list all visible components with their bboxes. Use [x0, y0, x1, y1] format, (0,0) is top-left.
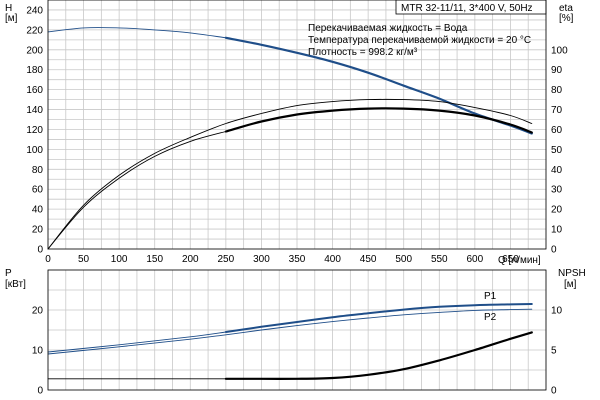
x-tick-label: 200: [182, 254, 199, 265]
left-tick-label: 160: [26, 85, 43, 96]
left-tick-label: 20: [32, 306, 44, 317]
x-tick-label: 50: [78, 254, 90, 265]
curves: [47, 27, 533, 380]
x-tick-label: 0: [45, 254, 51, 265]
power-axis-label: P: [5, 268, 12, 279]
lower-grid: [47, 269, 547, 391]
right-tick-label: 10: [551, 225, 563, 236]
x-tick-label: 550: [431, 254, 448, 265]
left-tick-label: 200: [26, 45, 43, 56]
x-tick-label: 450: [360, 254, 377, 265]
series-label-p2: P2: [484, 312, 497, 323]
left-tick-label: 60: [32, 185, 44, 196]
left-tick-label: 140: [26, 105, 43, 116]
left-tick-label: 20: [32, 225, 44, 236]
left-tick-label: 100: [26, 145, 43, 156]
series-line-1-1: [224, 303, 533, 333]
left-tick-label: 10: [32, 346, 44, 357]
right-tick-label: 0: [551, 245, 557, 256]
right-tick-label: 30: [551, 185, 563, 196]
x-tick-label: 300: [253, 254, 270, 265]
series-line-1-4: [224, 331, 533, 380]
right-tick-label: 10: [551, 306, 563, 317]
left-tick-label: 80: [32, 165, 44, 176]
x-tick-label: 250: [218, 254, 235, 265]
x-tick-label: 150: [146, 254, 163, 265]
series-line-0-2: [47, 98, 533, 250]
series-line-1-0: [47, 331, 227, 353]
series-line-0-4: [224, 107, 533, 134]
left-tick-label: 120: [26, 125, 43, 136]
left-tick-label: 220: [26, 25, 43, 36]
x-tick-label: 650: [502, 254, 519, 265]
series-line-0-3: [47, 131, 227, 250]
left-tick-label: 0: [37, 245, 43, 256]
right-tick-label: 5: [551, 346, 557, 357]
series-line-0-0: [47, 27, 227, 39]
x-tick-label: 100: [111, 254, 128, 265]
x-tick-label: 500: [395, 254, 412, 265]
x-tick-label: 600: [467, 254, 484, 265]
x-tick-label: 350: [289, 254, 306, 265]
left-tick-label: 240: [26, 5, 43, 16]
info-line-density: Плотность = 998.2 кг/м³: [308, 47, 418, 58]
power-axis-unit: [кВт]: [5, 279, 26, 290]
right-tick-label: 80: [551, 85, 563, 96]
info-line-fluid: Перекачиваемая жидкость = Вода: [308, 23, 468, 34]
eta-axis-unit: [%]: [559, 13, 574, 24]
head-axis-unit: [м]: [5, 13, 18, 24]
right-tick-label: 0: [551, 386, 557, 397]
right-tick-label: 90: [551, 65, 563, 76]
header-text: MTR 32-11/11, 3*400 V, 50Hz: [401, 3, 533, 14]
left-tick-label: 180: [26, 65, 43, 76]
tick-labels: 0 50 100 150 200 250 300 350 400 450 500 550 600 6500…: [26, 5, 568, 396]
series-label-p1: P1: [484, 291, 497, 302]
head-axis-label: H: [5, 3, 12, 14]
series-line-1-2: [47, 308, 533, 355]
x-tick-label: 400: [324, 254, 341, 265]
right-tick-label: 20: [551, 205, 563, 216]
right-tick-label: 70: [551, 105, 563, 116]
right-tick-label: 50: [551, 145, 563, 156]
left-tick-label: 0: [37, 386, 43, 397]
left-tick-label: 40: [32, 205, 44, 216]
flow-axis-label: Q [л/мин]: [498, 255, 541, 266]
eta-axis-label: eta: [559, 3, 573, 14]
lower-plot-frame: [47, 269, 547, 391]
right-tick-label: 60: [551, 125, 563, 136]
right-tick-label: 100: [551, 45, 568, 56]
upper-plot-frame: [47, 0, 547, 250]
npsh-axis-unit: [м]: [564, 279, 577, 290]
right-tick-label: 40: [551, 165, 563, 176]
info-line-temperature: Температура перекачиваемой жидкости = 20…: [308, 35, 531, 46]
npsh-axis-label: NPSH: [558, 268, 586, 279]
